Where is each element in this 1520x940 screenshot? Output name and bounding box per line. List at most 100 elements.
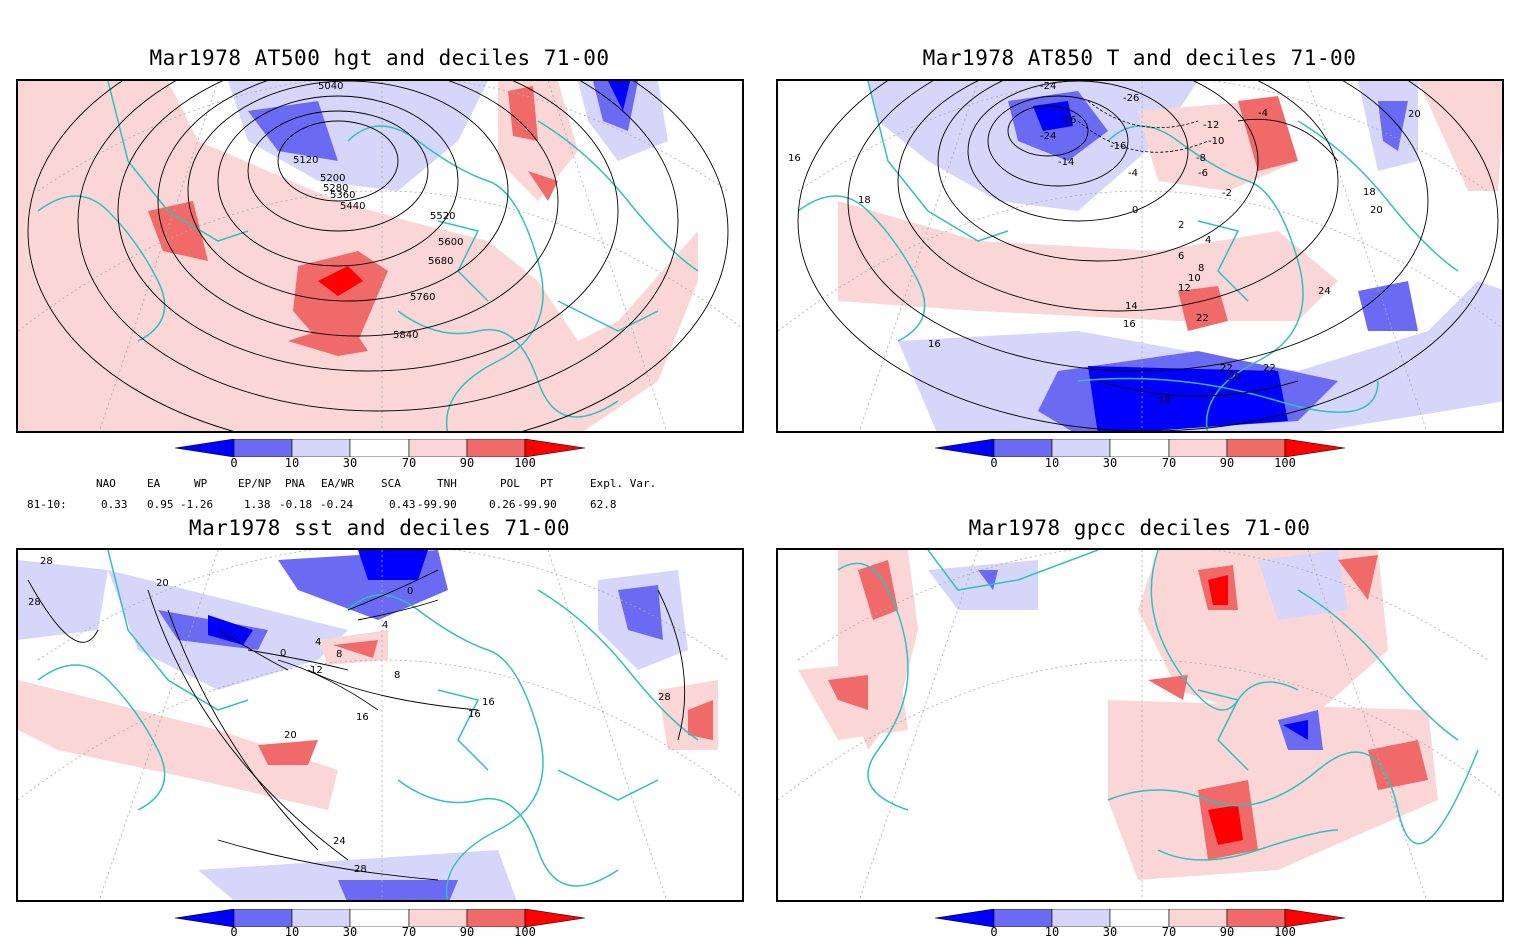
index-row-label: 81-10:	[27, 498, 67, 511]
index-header: EP/NP	[238, 477, 272, 490]
map-sst: 28 28 20 0 4 8 12 16 16 16 20 24 28 28 0…	[16, 548, 744, 902]
contour-label: -26	[1060, 115, 1076, 126]
contour-label: 5680	[428, 256, 453, 267]
contour-label: 5280	[323, 183, 348, 194]
contour-label: 16	[468, 709, 481, 720]
decile-0-10-region	[1033, 101, 1073, 131]
colorbar-sst: 0 10 30 70 90 100	[174, 908, 586, 939]
contour-label: -4	[1258, 108, 1268, 119]
contour-label: 28	[658, 692, 671, 703]
contour-label: 4	[315, 637, 321, 648]
contour-label: -12	[1203, 120, 1219, 131]
sst-contours	[27, 569, 686, 881]
contour-label: 16	[788, 153, 801, 164]
contour-label: -26	[1123, 93, 1139, 104]
index-header: NAO	[96, 477, 116, 490]
contour-label: 8	[336, 649, 342, 660]
contour-label: 0	[280, 648, 286, 659]
colorbar-tick: 70	[401, 925, 417, 939]
temperature-contours	[797, 81, 1499, 431]
decile-max-region	[318, 266, 363, 296]
decile-0-10-region	[248, 101, 338, 161]
contour-label: 5840	[393, 330, 418, 341]
contour-label: 24	[1318, 286, 1331, 297]
index-value: 0.33	[101, 498, 128, 511]
decile-90-100-region	[688, 700, 713, 740]
coastlines	[837, 550, 1479, 861]
index-header: TNH	[437, 477, 457, 490]
index-header: WP	[194, 477, 208, 490]
index-value: 0.43	[389, 498, 416, 511]
contour-label: 22	[1263, 363, 1276, 374]
contour-label: 4	[382, 620, 388, 631]
colorbar-svg	[934, 438, 1346, 458]
contour-label: 5120	[293, 155, 318, 166]
contour-label: 6	[1178, 251, 1184, 262]
graticule	[18, 550, 742, 900]
map-gpcc-canvas	[778, 550, 1502, 900]
index-header: EA/WR	[321, 477, 355, 490]
contour-label: 18	[1158, 395, 1171, 406]
contour-label: -4	[1128, 168, 1138, 179]
decile-90-100-region	[333, 640, 378, 658]
panel-title-gpcc: Mar1978 gpcc deciles 71-00	[968, 516, 1311, 540]
index-value: 62.8	[590, 498, 617, 511]
decile-0-10-region	[338, 880, 458, 900]
contour-label: 18	[858, 195, 871, 206]
index-value: -1.26	[180, 498, 214, 511]
decile-90-100-region	[1368, 740, 1428, 790]
decile-70-90-region	[18, 680, 338, 810]
colorbar-gpcc: 0 10 30 70 90 100	[934, 908, 1346, 939]
contour-label: 16	[482, 697, 495, 708]
panel-title-sst: Mar1978 sst and deciles 71-00	[188, 516, 571, 540]
colorbar-tick: 0	[230, 925, 238, 939]
contour-label: -14	[1058, 157, 1074, 168]
panel-title-at850: Mar1978 AT850 T and deciles 71-00	[922, 46, 1357, 70]
contour-label: 18	[1363, 187, 1376, 198]
graticule	[778, 81, 1502, 431]
index-value: 1.38	[244, 498, 271, 511]
colorbar-tick: 90	[459, 925, 475, 939]
coastlines	[37, 550, 699, 900]
decile-0-10-region	[1283, 720, 1308, 740]
map-gpcc	[776, 548, 1504, 902]
colorbar-tick: 0	[230, 456, 238, 470]
contour-label: 20	[1228, 372, 1241, 383]
colorbar-tick: 90	[459, 456, 475, 470]
contour-label: 5440	[340, 201, 365, 212]
contour-label: 22	[1220, 363, 1233, 374]
contour-label: 0	[407, 586, 413, 597]
contour-label: 12	[310, 665, 323, 676]
contour-label: 10	[1188, 273, 1201, 284]
colorbar-tick: 100	[1274, 456, 1296, 470]
colorbar-tick: 70	[401, 456, 417, 470]
contour-labels: 28 28 20 0 4 8 12 16 16 16 20 24 28 28 0…	[28, 556, 671, 875]
index-header: EA	[147, 477, 161, 490]
map-at850-canvas: -24 -26 -26 -24 -14 -16 -12 -10 -8 -6 -4…	[778, 81, 1502, 431]
colorbar-svg	[934, 908, 1346, 928]
contour-label: -8	[1196, 153, 1206, 164]
colorbar-at500: 0 10 30 70 90 100	[174, 438, 586, 470]
colorbar-tick: 30	[1102, 456, 1118, 470]
contour-label: 16	[356, 712, 369, 723]
colorbar-tick: 100	[514, 925, 536, 939]
graticule	[778, 550, 1502, 900]
map-sst-canvas: 28 28 20 0 4 8 12 16 16 16 20 24 28 28 0…	[18, 550, 742, 900]
colorbar-svg	[174, 438, 586, 458]
colorbar-tick: 100	[1274, 925, 1296, 939]
contour-label: 20	[156, 578, 169, 589]
panel-title-at500: Mar1978 AT500 hgt and deciles 71-00	[149, 46, 610, 70]
decile-70-90-region	[1108, 700, 1438, 880]
contour-label: 0	[1132, 205, 1138, 216]
colorbar-tick: 10	[284, 456, 300, 470]
index-header: SCA	[381, 477, 401, 490]
coastlines	[797, 81, 1459, 431]
colorbar-at850: 0 10 30 70 90 100	[934, 438, 1346, 470]
contour-label: 12	[1178, 283, 1191, 294]
index-value: -99.90	[417, 498, 457, 511]
contour-label: 20	[1370, 205, 1383, 216]
coastlines	[37, 81, 699, 431]
colorbar-tick: 30	[342, 456, 358, 470]
decile-0-10-region	[618, 585, 663, 640]
decile-0-10-region	[1378, 101, 1408, 151]
